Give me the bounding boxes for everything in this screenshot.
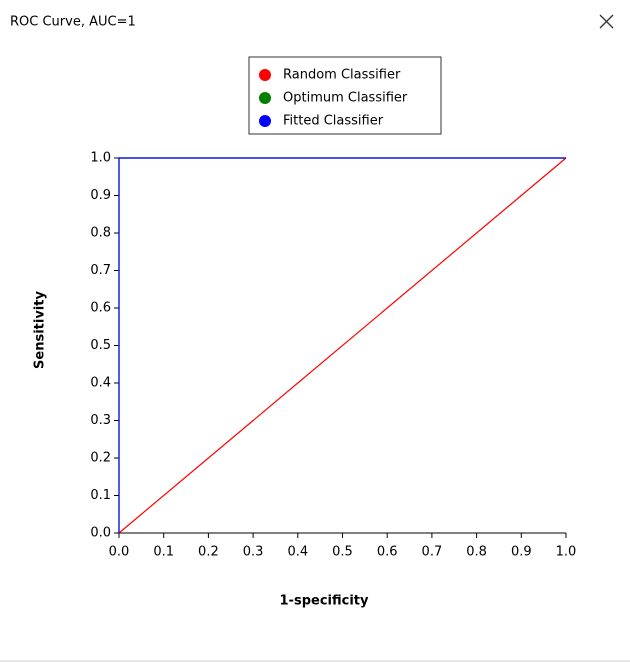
x-tick-label: 0.0	[109, 545, 130, 560]
y-tick-label: 0.3	[90, 413, 111, 428]
x-tick-label: 0.2	[198, 545, 219, 560]
series-line	[118, 157, 566, 533]
y-tick-label: 0.2	[90, 451, 111, 466]
legend-marker	[259, 69, 271, 81]
y-tick-label: 0.0	[90, 526, 111, 541]
y-tick-label: 0.7	[90, 263, 111, 278]
legend-marker	[259, 92, 271, 104]
x-axis-label: 1-specificity	[280, 594, 369, 609]
legend-marker	[259, 115, 271, 127]
x-tick-label: 0.6	[377, 545, 398, 560]
y-tick-label: 0.6	[90, 301, 111, 316]
x-tick-label: 0.1	[153, 545, 174, 560]
legend-box	[248, 56, 442, 135]
x-tick-label: 0.3	[243, 545, 264, 560]
y-axis-label: Sensitivity	[33, 291, 48, 369]
y-tick-label: 0.4	[90, 376, 111, 391]
window-title: ROC Curve, AUC=1	[10, 15, 136, 30]
x-tick-label: 0.9	[511, 545, 532, 560]
x-tick-label: 0.5	[332, 545, 353, 560]
close-button[interactable]	[599, 14, 614, 29]
y-tick-label: 0.9	[90, 188, 111, 203]
y-tick-label: 0.1	[90, 488, 111, 503]
x-tick-label: 1.0	[556, 545, 577, 560]
y-tick-label: 0.5	[90, 338, 111, 353]
x-tick-label: 0.4	[287, 545, 308, 560]
legend-label: Fitted Classifier	[283, 114, 384, 129]
x-tick-label: 0.7	[422, 545, 443, 560]
y-tick-label: 1.0	[90, 151, 111, 166]
x-tick-label: 0.8	[466, 545, 487, 560]
y-tick-label: 0.8	[90, 226, 111, 241]
legend-label: Optimum Classifier	[283, 91, 408, 106]
series-line	[118, 157, 567, 534]
legend-label: Random Classifier	[283, 68, 401, 83]
